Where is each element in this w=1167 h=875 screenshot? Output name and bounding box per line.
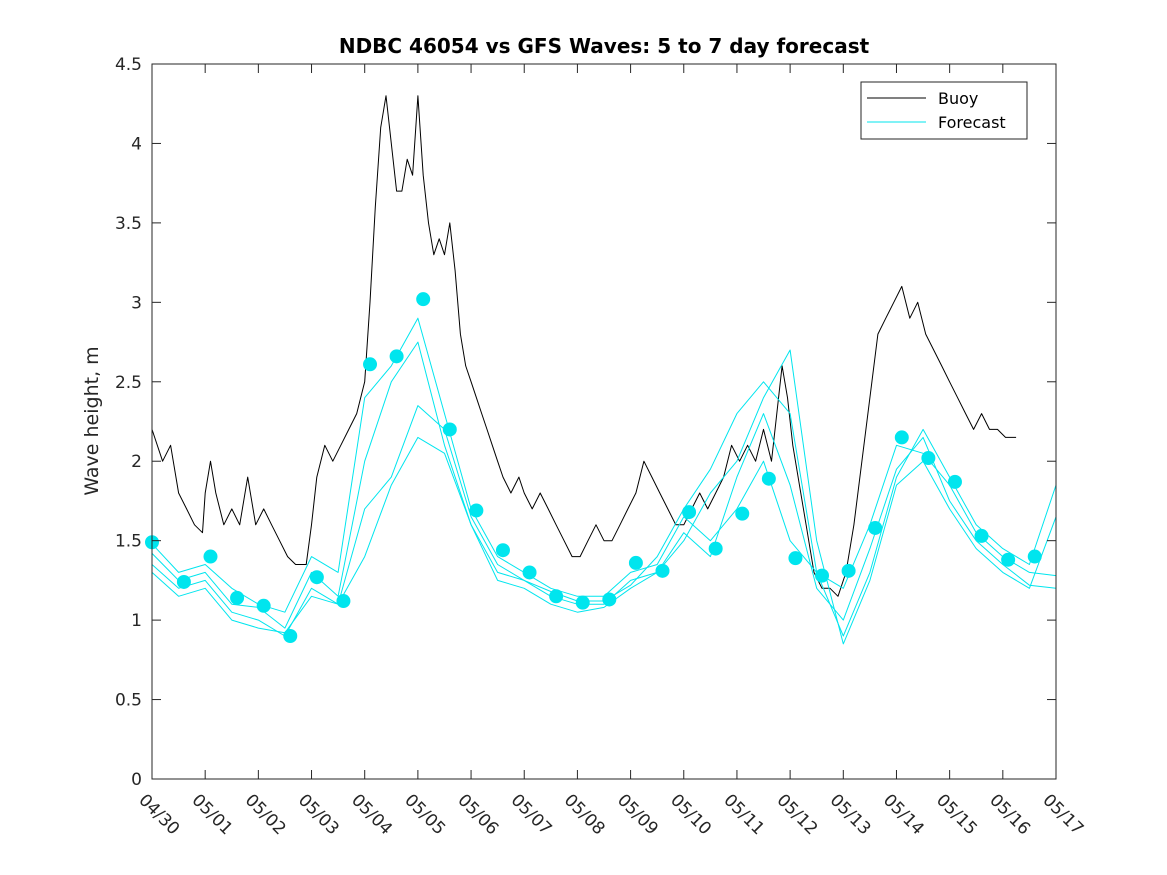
series-layer [145,95,1057,645]
y-tick-label-1: 0.5 [115,691,142,711]
legend-forecast-label: Forecast [938,113,1006,132]
forecast-marker-33 [1027,549,1042,564]
y-tick-label-3: 1.5 [115,532,142,552]
forecast-marker-12 [469,503,484,518]
legend: Buoy Forecast [860,81,1028,140]
forecast-marker-8 [363,357,378,372]
y-tick-label-2: 1 [131,611,142,631]
legend-buoy-label: Buoy [938,89,978,108]
y-tick-label-0: 0 [131,770,142,790]
series-line-forecast-4 [151,349,1057,645]
forecast-marker-1 [176,574,191,589]
forecast-marker-22 [735,506,750,521]
forecast-marker-20 [682,505,697,520]
forecast-marker-23 [761,471,776,486]
forecast-marker-10 [416,292,431,307]
forecast-marker-31 [974,528,989,543]
forecast-marker-9 [389,349,404,364]
forecast-marker-21 [708,541,723,556]
forecast-marker-29 [921,451,936,466]
forecast-marker-32 [1001,552,1016,567]
axes-box [151,63,1057,780]
forecast-marker-4 [256,598,271,613]
forecast-marker-5 [283,629,298,643]
legend-box [860,81,1028,140]
forecast-marker-19 [655,563,670,578]
forecast-marker-7 [336,594,351,609]
y-tick-label-9: 4.5 [115,55,142,75]
forecast-marker-6 [309,570,324,585]
forecast-marker-14 [522,565,537,580]
y-tick-label-4: 2 [131,452,142,472]
forecast-marker-26 [841,563,856,578]
chart-title: NDBC 46054 vs GFS Waves: 5 to 7 day fore… [339,34,870,58]
forecast-marker-15 [549,589,564,604]
y-axis-label: Wave height, m [81,346,103,495]
plot-area [152,64,1056,779]
y-tick-label-5: 2.5 [115,373,142,393]
forecast-marker-13 [495,543,510,558]
y-tick-label-8: 4 [131,134,142,154]
forecast-marker-27 [868,520,883,535]
forecast-marker-16 [575,595,590,610]
forecast-marker-25 [815,568,830,583]
forecast-marker-17 [602,592,617,607]
y-tick-label-6: 3 [131,293,142,313]
forecast-marker-18 [628,555,643,570]
forecast-marker-2 [203,549,218,564]
forecast-marker-3 [230,590,245,605]
y-tick-label-7: 3.5 [115,214,142,234]
series-line-buoy [151,95,1017,597]
forecast-marker-11 [442,422,457,437]
forecast-marker-24 [788,551,803,566]
forecast-marker-28 [894,430,909,445]
series-line-forecast-2 [151,341,1057,629]
forecast-marker-30 [947,474,962,489]
